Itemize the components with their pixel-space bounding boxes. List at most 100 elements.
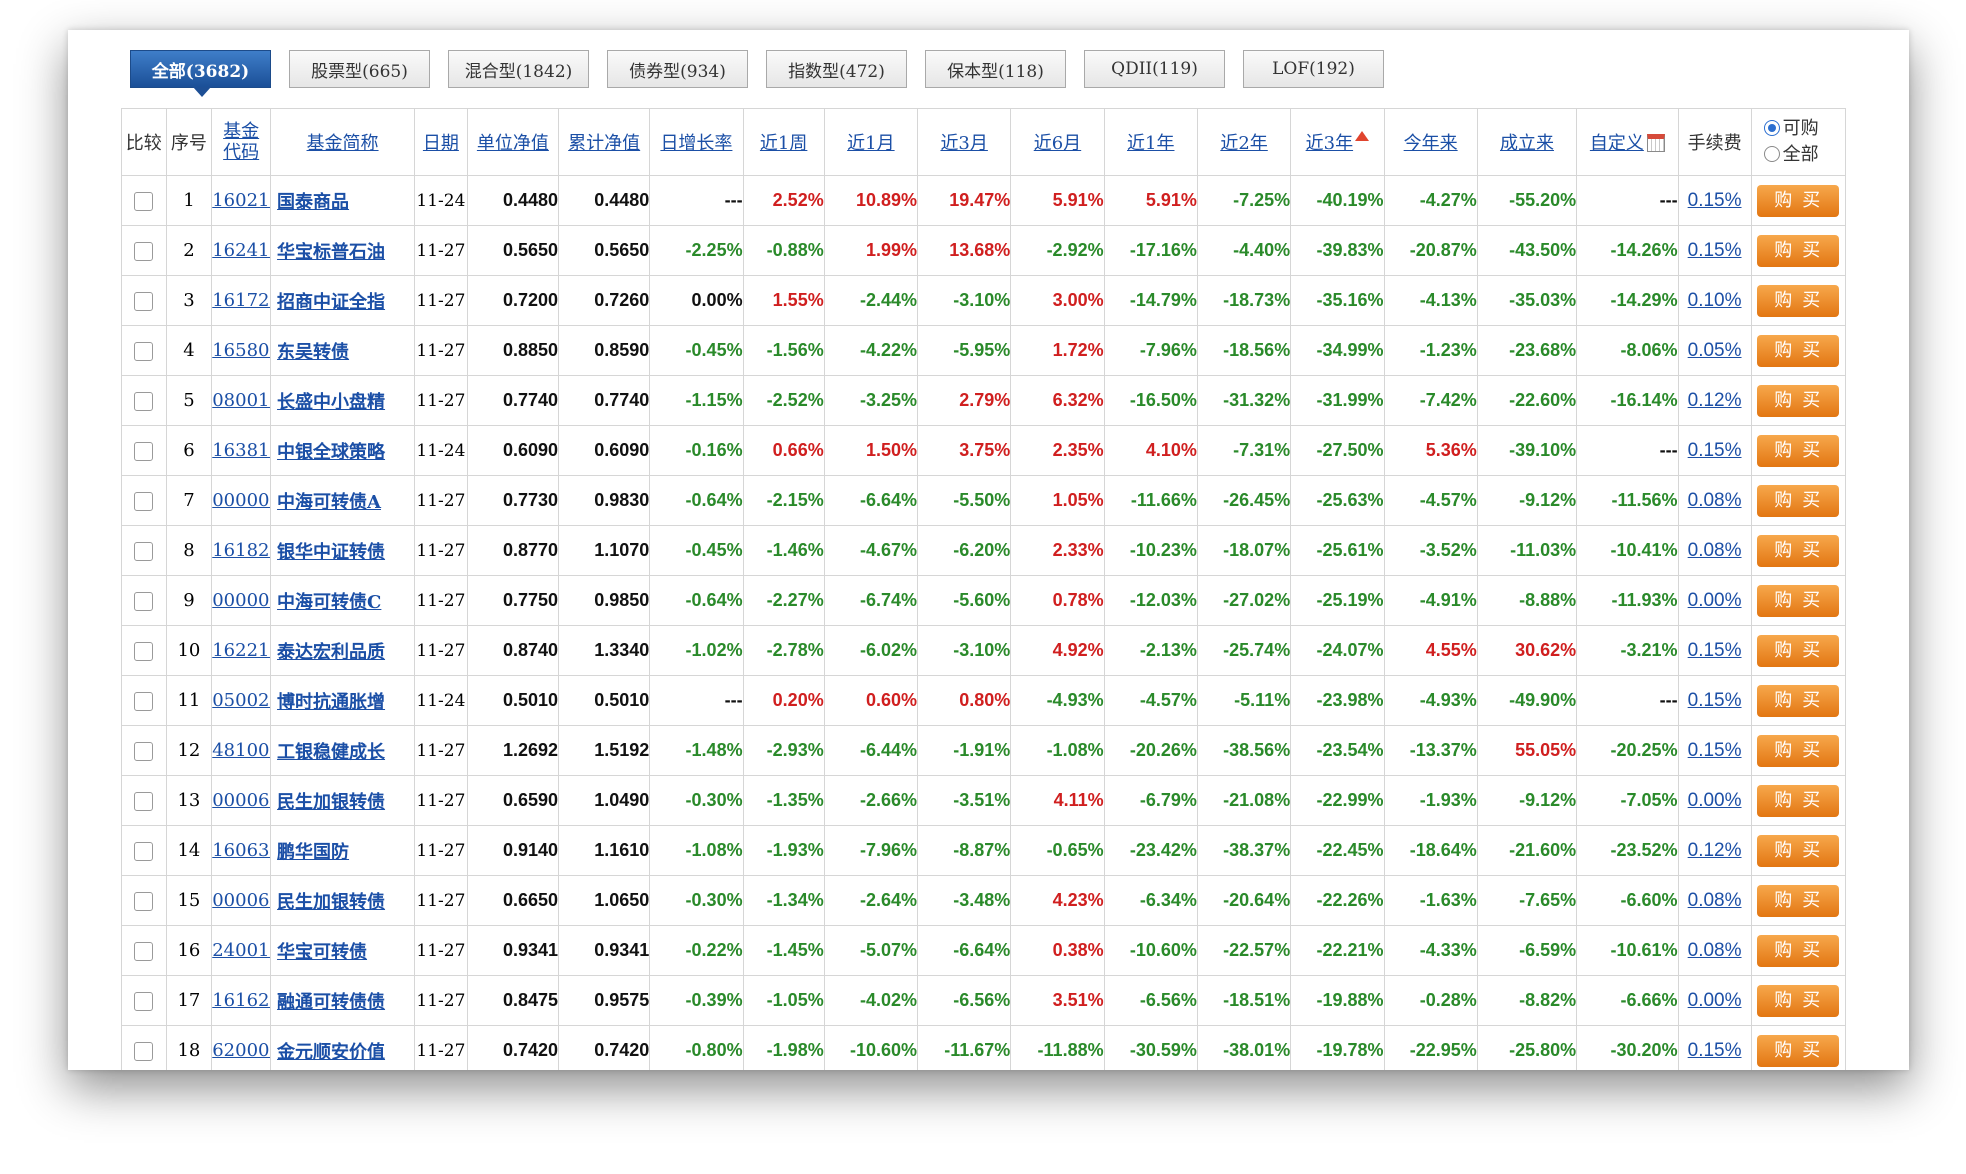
fund-name-link[interactable]: 民生加银转债: [277, 891, 386, 913]
sort-nav-link[interactable]: 单位净值: [476, 133, 549, 154]
buy-button[interactable]: 购买: [1757, 734, 1840, 767]
col-ytd[interactable]: 今年来: [1383, 108, 1478, 176]
tab-lof[interactable]: LOF(192): [1243, 50, 1384, 88]
tab-hybrid[interactable]: 混合型(1842): [448, 50, 589, 88]
compare-checkbox[interactable]: [134, 441, 154, 461]
fee-link[interactable]: 0.12%: [1687, 389, 1742, 411]
col-2y[interactable]: 近2年: [1196, 108, 1292, 176]
col-custom[interactable]: 自定义: [1576, 108, 1679, 176]
fund-name-link[interactable]: 泰达宏利品质: [277, 641, 386, 663]
compare-checkbox[interactable]: [134, 841, 154, 861]
col-1y[interactable]: 近1年: [1103, 108, 1198, 176]
fee-link[interactable]: 0.08%: [1687, 939, 1742, 961]
fund-code-link[interactable]: 160216: [212, 190, 270, 211]
fund-code-link[interactable]: 080015: [212, 390, 270, 411]
fund-code-link[interactable]: 050020: [212, 690, 270, 711]
sort-acc-nav-link[interactable]: 累计净值: [568, 133, 641, 154]
fee-link[interactable]: 0.00%: [1687, 589, 1742, 611]
sort-1m-link[interactable]: 近1月: [847, 133, 895, 154]
tab-guarantee[interactable]: 保本型(118): [925, 50, 1066, 88]
tab-qdii[interactable]: QDII(119): [1084, 50, 1225, 88]
fund-name-link[interactable]: 银华中证转债: [277, 541, 386, 563]
fee-link[interactable]: 0.10%: [1687, 289, 1742, 311]
fund-code-link[interactable]: 162411: [212, 240, 270, 261]
fund-code-link[interactable]: 161720: [212, 290, 270, 311]
fund-name-link[interactable]: 金元顺安价值: [277, 1041, 386, 1063]
fee-link[interactable]: 0.12%: [1687, 839, 1742, 861]
fee-link[interactable]: 0.15%: [1687, 439, 1742, 461]
fund-code-link[interactable]: 163813: [212, 440, 270, 461]
fund-code-link[interactable]: 161625: [212, 990, 270, 1011]
buy-button[interactable]: 购买: [1757, 334, 1840, 367]
fund-code-link[interactable]: 160630: [212, 840, 270, 861]
fee-link[interactable]: 0.15%: [1687, 739, 1742, 761]
compare-checkbox[interactable]: [134, 291, 154, 311]
col-3m[interactable]: 近3月: [917, 108, 1012, 176]
tab-all[interactable]: 全部(3682): [130, 50, 271, 97]
buy-button[interactable]: 购买: [1757, 184, 1840, 217]
fund-code-link[interactable]: 000003: [212, 490, 270, 511]
col-1m[interactable]: 近1月: [823, 108, 919, 176]
compare-checkbox[interactable]: [134, 891, 154, 911]
compare-checkbox[interactable]: [134, 991, 154, 1011]
buy-button[interactable]: 购买: [1757, 484, 1840, 517]
buy-button[interactable]: 购买: [1757, 384, 1840, 417]
fee-link[interactable]: 0.00%: [1687, 789, 1742, 811]
fund-name-link[interactable]: 融通可转债债: [277, 991, 386, 1013]
compare-checkbox[interactable]: [134, 791, 154, 811]
sort-2y-link[interactable]: 近2年: [1220, 133, 1268, 154]
buy-button[interactable]: 购买: [1757, 284, 1840, 317]
sort-since-link[interactable]: 成立来: [1499, 133, 1554, 154]
col-acc-nav[interactable]: 累计净值: [558, 108, 651, 176]
col-date[interactable]: 日期: [414, 108, 468, 176]
fee-link[interactable]: 0.15%: [1687, 689, 1742, 711]
fee-link[interactable]: 0.05%: [1687, 339, 1742, 361]
fund-code-link[interactable]: 165809: [212, 340, 270, 361]
fund-name-link[interactable]: 鹏华国防: [277, 841, 350, 863]
compare-checkbox[interactable]: [134, 541, 154, 561]
fund-name-link[interactable]: 华宝可转债: [277, 941, 368, 963]
buy-button[interactable]: 购买: [1757, 584, 1840, 617]
buy-button[interactable]: 购买: [1757, 684, 1840, 717]
fund-code-link[interactable]: 162211: [212, 640, 270, 661]
fund-name-link[interactable]: 招商中证全指: [277, 291, 386, 313]
sort-ytd-link[interactable]: 今年来: [1403, 133, 1458, 154]
buy-button[interactable]: 购买: [1757, 534, 1840, 567]
fee-link[interactable]: 0.00%: [1687, 989, 1742, 1011]
fund-code-link[interactable]: 000004: [212, 590, 270, 611]
radio-buyable[interactable]: [1763, 120, 1780, 136]
compare-checkbox[interactable]: [134, 391, 154, 411]
sort-6m-link[interactable]: 近6月: [1033, 133, 1082, 154]
sort-1y-link[interactable]: 近1年: [1127, 133, 1175, 154]
fee-link[interactable]: 0.08%: [1687, 539, 1742, 561]
fund-name-link[interactable]: 工银稳健成长: [277, 741, 386, 763]
filter-buyable-option[interactable]: 可购: [1763, 116, 1845, 142]
sort-3y-link[interactable]: 近3年: [1305, 133, 1354, 154]
compare-checkbox[interactable]: [134, 591, 154, 611]
buy-button[interactable]: 购买: [1757, 1034, 1840, 1067]
fund-code-link[interactable]: 000067: [212, 890, 270, 911]
tab-index[interactable]: 指数型(472): [766, 50, 907, 88]
fee-link[interactable]: 0.15%: [1687, 1039, 1742, 1061]
buy-button[interactable]: 购买: [1757, 434, 1840, 467]
buy-button[interactable]: 购买: [1757, 834, 1840, 867]
radio-all[interactable]: [1763, 146, 1780, 162]
compare-checkbox[interactable]: [134, 191, 154, 211]
compare-checkbox[interactable]: [134, 941, 154, 961]
fund-name-link[interactable]: 中海可转债A: [277, 491, 382, 513]
fund-name-link[interactable]: 国泰商品: [277, 191, 350, 213]
fee-link[interactable]: 0.08%: [1687, 489, 1742, 511]
fund-code-link[interactable]: 620004: [212, 1040, 270, 1061]
fund-name-link[interactable]: 长盛中小盘精: [277, 391, 386, 413]
compare-checkbox[interactable]: [134, 641, 154, 661]
sort-date-link[interactable]: 日期: [422, 133, 459, 154]
fund-code-link[interactable]: 481004: [212, 740, 270, 761]
compare-checkbox[interactable]: [134, 691, 154, 711]
fee-link[interactable]: 0.15%: [1687, 639, 1742, 661]
sort-code-link[interactable]: 基金代码: [223, 121, 260, 163]
filter-all-option[interactable]: 全部: [1763, 142, 1845, 168]
fee-link[interactable]: 0.15%: [1687, 189, 1742, 211]
fund-name-link[interactable]: 华宝标普石油: [277, 241, 386, 263]
buy-button[interactable]: 购买: [1757, 884, 1840, 917]
fund-code-link[interactable]: 000068: [212, 790, 270, 811]
